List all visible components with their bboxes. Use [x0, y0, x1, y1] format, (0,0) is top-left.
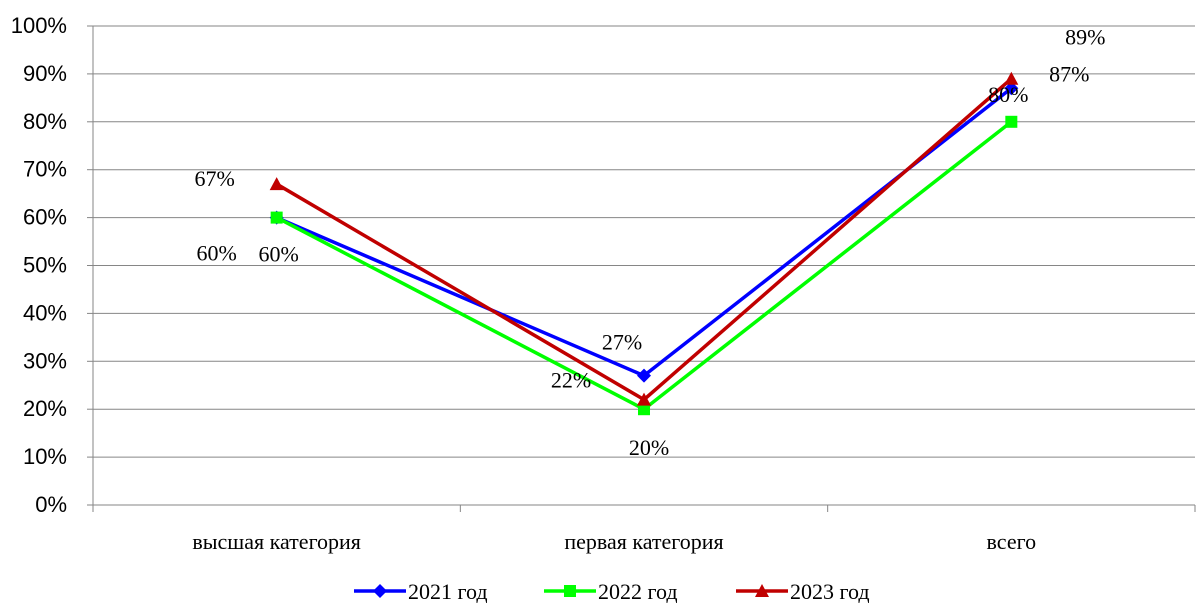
y-tick-label: 100%: [11, 13, 67, 38]
y-tick-label: 70%: [23, 157, 67, 182]
series-line-1: [275, 86, 1013, 378]
data-point-marker: [1004, 81, 1019, 96]
y-tick-label: 10%: [23, 444, 67, 469]
y-tick-label: 0%: [35, 492, 67, 517]
legend: 2021 год 2022 год 2023 год: [354, 579, 870, 603]
data-label: 20%: [629, 435, 669, 460]
legend-marker: [755, 584, 769, 597]
data-point-marker: [637, 392, 651, 406]
data-label: 87%: [1049, 61, 1089, 86]
data-label: 60%: [259, 242, 299, 267]
data-point-marker: [638, 403, 650, 416]
series-lines: [275, 77, 1013, 411]
data-label: 67%: [195, 166, 235, 191]
data-point-marker: [1004, 71, 1019, 85]
data-label: 22%: [551, 368, 591, 393]
x-axis-ticks: высшая категория первая категория всего: [192, 529, 1036, 554]
x-tick-label: первая категория: [564, 529, 723, 554]
x-tick-label: высшая категория: [192, 529, 361, 554]
data-labels: 60% 27% 87% 60% 20% 80% 67% 22% 89%: [195, 25, 1106, 461]
y-tick-label: 20%: [23, 396, 67, 421]
series-markers: [269, 71, 1019, 416]
y-tick-label: 50%: [23, 253, 67, 278]
x-tick-label: всего: [987, 529, 1037, 554]
axes: [87, 25, 1196, 512]
legend-label: 2021 год: [408, 579, 488, 603]
data-label: 60%: [197, 241, 237, 266]
data-point-marker: [637, 368, 651, 383]
data-label: 80%: [988, 82, 1028, 107]
y-axis-ticks: 0% 10% 20% 30% 40% 50% 60% 70% 80% 90% 100%: [11, 13, 67, 517]
y-tick-label: 90%: [23, 61, 67, 86]
series-line-3: [275, 77, 1013, 402]
data-point-marker: [1005, 115, 1018, 128]
y-tick-label: 60%: [23, 205, 67, 230]
legend-marker: [564, 585, 576, 597]
y-tick-label: 30%: [23, 348, 67, 373]
data-point-marker: [270, 211, 283, 224]
data-point-marker: [269, 177, 284, 191]
data-label: 27%: [602, 330, 642, 355]
data-label: 89%: [1065, 25, 1105, 50]
legend-label: 2023 год: [790, 579, 870, 603]
y-tick-label: 80%: [23, 109, 67, 134]
y-tick-label: 40%: [23, 300, 67, 325]
legend-marker: [373, 584, 387, 598]
legend-label: 2022 год: [598, 579, 678, 603]
